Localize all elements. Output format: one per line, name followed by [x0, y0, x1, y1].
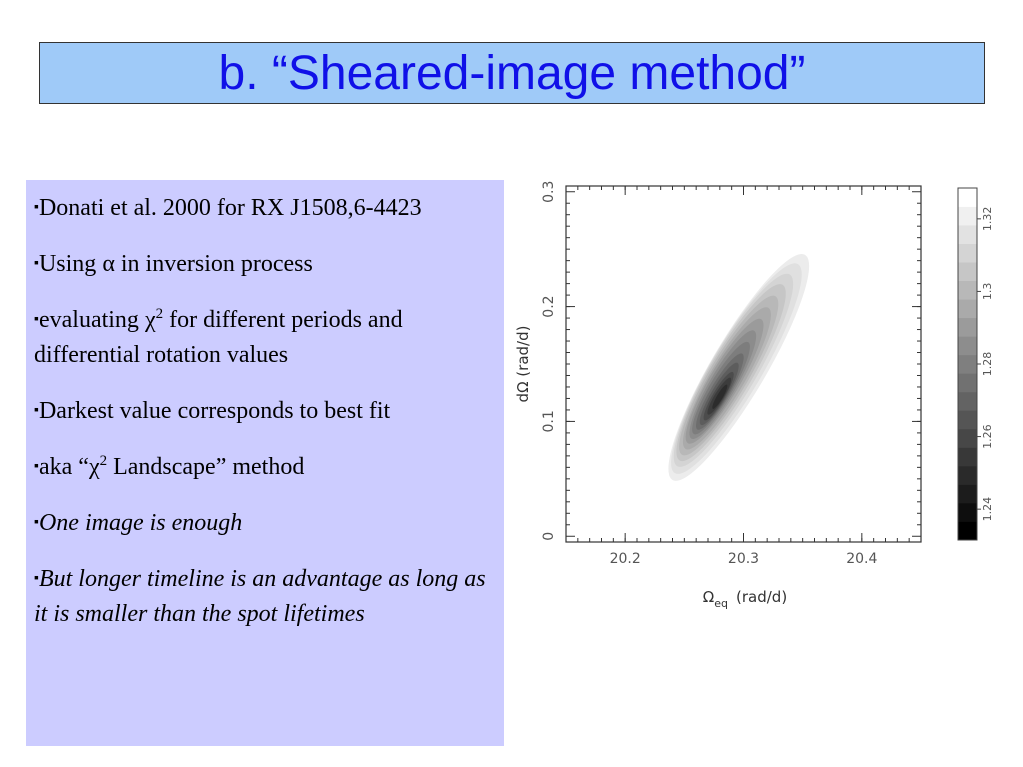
- colorbar-tick-label: 1.26: [981, 424, 994, 449]
- colorbar-band: [958, 521, 977, 541]
- colorbar-band: [958, 465, 977, 485]
- colorbar-band: [958, 373, 977, 393]
- alpha-symbol: α: [102, 251, 115, 277]
- colorbar-band: [958, 410, 977, 430]
- slide-title: b. “Sheared-image method”: [218, 47, 806, 100]
- chi2-landscape-chart: 20.2 20.3 20.400.10.20.3 1.241.261.281.31.…: [514, 181, 994, 610]
- bullet-marker: ▪: [34, 312, 39, 327]
- colorbar-band: [958, 317, 977, 337]
- colorbar-band: [958, 262, 977, 282]
- bullet-panel: ▪Donati et al. 2000 for RX J1508,6-4423 …: [26, 180, 504, 746]
- y-axis-label: dΩ (rad/d): [514, 326, 532, 403]
- title-box: b. “Sheared-image method”: [39, 42, 985, 104]
- colorbar-tick-label: 1.24: [981, 497, 994, 522]
- bullet-text: Landscape” method: [107, 454, 305, 480]
- bullet-item: ▪evaluating χ2 for different periods and…: [34, 302, 496, 373]
- colorbar-tick-label: 1.32: [981, 207, 994, 232]
- colorbar-band: [958, 428, 977, 448]
- colorbar-band: [958, 502, 977, 522]
- chi-symbol: χ: [144, 307, 156, 333]
- bullet-text: One image is enough: [38, 510, 243, 536]
- colorbar-band: [958, 447, 977, 467]
- bullet-text: Using: [38, 251, 103, 277]
- x-axis-label: Ωeq (rad/d): [703, 588, 787, 610]
- colorbar-band: [958, 243, 977, 263]
- x-axis-label-unit: (rad/d): [736, 588, 787, 606]
- colorbar-band: [958, 299, 977, 319]
- x-tick-label: 20.2: [610, 551, 641, 567]
- colorbar-band: [958, 484, 977, 504]
- bullet-item: ▪Donati et al. 2000 for RX J1508,6-4423: [34, 190, 496, 226]
- x-axis-label-subscript: eq: [714, 597, 728, 610]
- bullet-text: Darkest value corresponds to best fit: [38, 398, 391, 424]
- bullet-text: for different periods and differential r…: [34, 307, 403, 368]
- axis-ticks: 20.2 20.3 20.4 0 0.1 0.2 0.3: [541, 181, 921, 567]
- bullet-marker: ▪: [34, 459, 39, 474]
- bullet-marker: ▪: [34, 515, 39, 530]
- colorbar-band: [958, 336, 977, 356]
- x-tick-label: 20.4: [846, 551, 877, 567]
- colorbar-band: [958, 188, 977, 207]
- chi-symbol: χ: [88, 454, 100, 480]
- bullet-item: ▪aka “χ2 Landscape” method: [34, 449, 496, 485]
- superscript: 2: [155, 306, 164, 322]
- y-tick-label: 0: [541, 532, 557, 541]
- heatmap-contours: [668, 254, 810, 481]
- colorbar-tick-label: 1.3: [981, 283, 994, 301]
- bullet-text: Donati et al. 2000 for RX J1508,6-4423: [38, 195, 422, 221]
- y-tick-label: 0.2: [541, 295, 557, 317]
- superscript: 2: [99, 453, 108, 469]
- bullet-item: ▪One image is enough: [34, 505, 496, 541]
- bullet-marker: ▪: [34, 571, 39, 586]
- bullet-text: aka “: [38, 454, 89, 480]
- bullet-item: ▪Using α in inversion process: [34, 246, 496, 282]
- colorbar-band: [958, 280, 977, 300]
- bullet-text: But longer timeline is an advantage as l…: [34, 566, 486, 627]
- bullet-text: in inversion process: [114, 251, 313, 277]
- colorbar: 1.24 1.26 1.28 1.3 1.32: [957, 187, 994, 541]
- colorbar-band: [958, 225, 977, 244]
- x-axis-label-symbol: Ω: [703, 588, 714, 606]
- contour-level: [712, 384, 728, 409]
- bullet-item: ▪But longer timeline is an advantage as …: [34, 561, 496, 632]
- bullet-item: ▪Darkest value corresponds to best fit: [34, 393, 496, 429]
- y-tick-label: 0.3: [541, 181, 557, 203]
- colorbar-band: [958, 391, 977, 411]
- x-tick-label: 20.3: [728, 551, 759, 567]
- colorbar-band: [958, 206, 977, 226]
- colorbar-tick-label: 1.28: [981, 352, 994, 377]
- y-tick-label: 0.1: [541, 410, 557, 432]
- bullet-text: evaluating: [38, 307, 145, 333]
- bullet-marker: ▪: [34, 200, 39, 215]
- bullet-marker: ▪: [34, 403, 39, 418]
- colorbar-band: [958, 354, 977, 374]
- bullet-marker: ▪: [34, 256, 39, 271]
